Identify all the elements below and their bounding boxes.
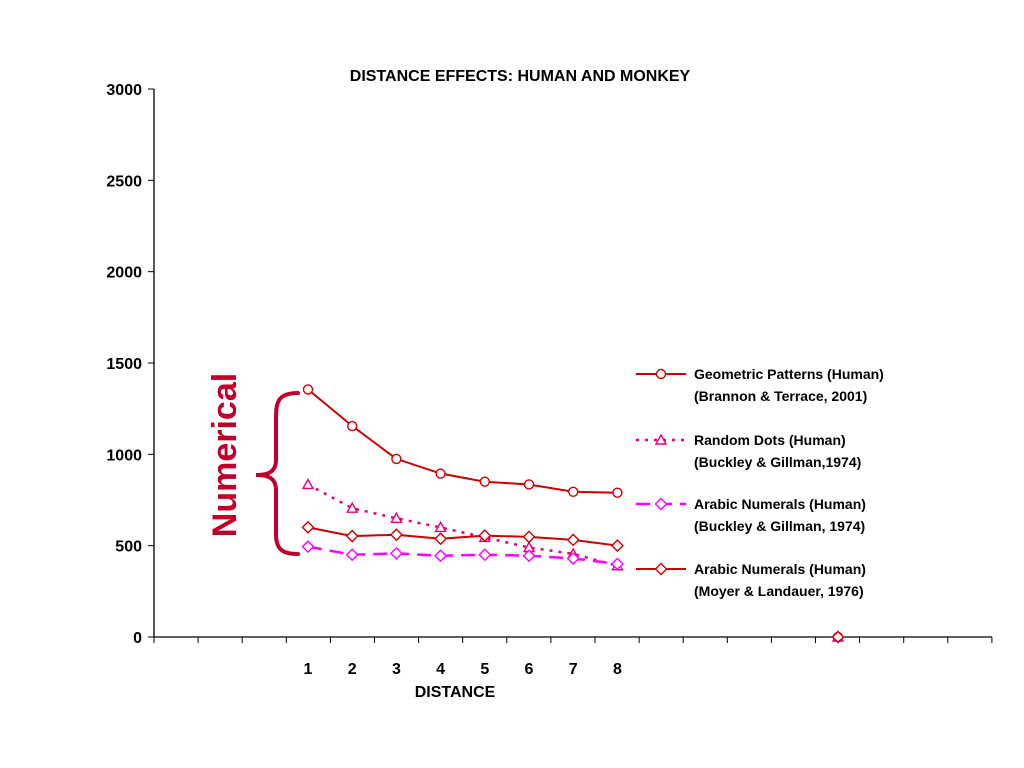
series-1 <box>302 384 623 498</box>
y-tick-label: 2000 <box>106 265 142 282</box>
x-tick-label: 4 <box>436 661 445 678</box>
legend-label-source: (Moyer & Landauer, 1976) <box>694 583 864 599</box>
data-point-diamond <box>389 528 403 542</box>
x-tick-label: 1 <box>304 661 313 678</box>
y-tick-label: 1000 <box>106 447 142 464</box>
y-tick-labels: 0 500 1000 1500 2000 2500 3000 <box>106 82 142 647</box>
data-point-circle <box>435 468 446 479</box>
legend-item: Random Dots (Human) (Buckley & Gillman,19… <box>636 432 861 470</box>
axes <box>148 88 993 643</box>
x-tick-labels: 1 2 3 4 5 6 7 8 <box>304 661 622 678</box>
legend-label: Geometric Patterns (Human) <box>694 366 884 382</box>
x-tick-label: 8 <box>613 661 622 678</box>
y-tick-label: 1500 <box>106 356 142 373</box>
series-line <box>307 483 618 567</box>
legend-label: Arabic Numerals (Human) <box>694 496 866 512</box>
data-point-diamond <box>610 539 624 553</box>
legend-label-source: (Brannon & Terrace, 2001) <box>694 388 867 404</box>
x-tick-label: 5 <box>480 661 489 678</box>
legend: Geometric Patterns (Human) (Brannon & Ter… <box>636 366 884 599</box>
data-point-diamond <box>434 549 448 563</box>
data-point-diamond <box>610 557 624 571</box>
data-point-diamond <box>301 520 315 534</box>
curly-brace-icon <box>255 391 300 556</box>
legend-label: Arabic Numerals (Human) <box>694 561 866 577</box>
data-point-diamond <box>389 546 403 560</box>
numerical-annotation: Numerical <box>206 373 300 556</box>
data-point-diamond <box>301 540 315 554</box>
series-line <box>307 545 618 566</box>
data-point-diamond <box>345 529 359 543</box>
chart-title: DISTANCE EFFECTS: HUMAN AND MONKEY <box>350 68 691 85</box>
data-point-triangle <box>434 520 447 533</box>
data-point-diamond <box>345 548 359 562</box>
y-tick-label: 2500 <box>106 173 142 190</box>
data-point-circle <box>347 420 358 432</box>
data-point-diamond <box>654 562 668 576</box>
numerical-label: Numerical <box>206 373 244 537</box>
data-point-diamond <box>654 497 668 511</box>
data-point-diamond <box>566 551 580 565</box>
series-group <box>301 384 845 644</box>
x-tick-label: 2 <box>348 661 357 678</box>
legend-item: Arabic Numerals (Human) (Moyer & Landauer… <box>636 561 866 599</box>
data-point-diamond <box>566 533 580 547</box>
legend-label-source: (Buckley & Gillman, 1974) <box>694 518 865 534</box>
data-point-circle <box>391 453 402 465</box>
data-point-diamond <box>831 630 845 644</box>
data-point-circle <box>568 486 579 497</box>
data-point-diamond <box>522 549 536 563</box>
legend-label: Random Dots (Human) <box>694 432 846 448</box>
data-point-triangle <box>390 511 403 523</box>
data-point-triangle <box>301 478 315 490</box>
data-point-circle <box>302 384 314 395</box>
data-point-diamond <box>478 529 492 543</box>
y-tick-label: 0 <box>133 630 142 647</box>
data-point-triangle <box>346 501 359 513</box>
y-tick-label: 3000 <box>106 82 142 99</box>
legend-item: Geometric Patterns (Human) (Brannon & Ter… <box>636 366 884 404</box>
x-tick-label: 6 <box>525 661 534 678</box>
data-point-diamond <box>434 532 448 546</box>
data-point-circle <box>612 487 623 498</box>
legend-label-source: (Buckley & Gillman,1974) <box>694 454 861 470</box>
data-point-diamond <box>478 548 492 562</box>
series-line <box>307 388 618 494</box>
data-point-circle <box>523 479 535 490</box>
legend-item: Arabic Numerals (Human) (Buckley & Gillma… <box>636 496 866 534</box>
x-tick-label: 3 <box>392 661 401 678</box>
data-point-circle <box>479 476 490 487</box>
data-point-circle <box>655 368 667 380</box>
series-line <box>307 526 618 547</box>
x-axis-label: DISTANCE <box>415 684 496 701</box>
series-4 <box>301 520 624 553</box>
data-point-triangle <box>654 433 668 445</box>
series-3 <box>301 540 624 571</box>
x-tick-label: 7 <box>569 661 578 678</box>
data-point-diamond <box>522 530 536 544</box>
y-tick-label: 500 <box>115 539 142 556</box>
